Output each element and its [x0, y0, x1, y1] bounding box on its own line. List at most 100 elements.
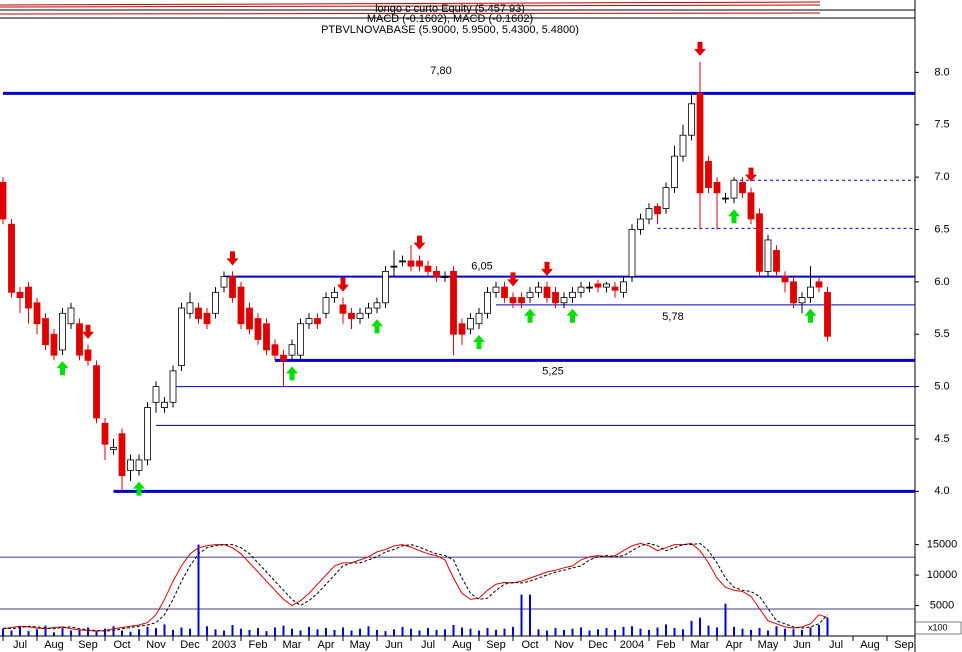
candle-body [781, 276, 789, 283]
x-tick-label: Aug [452, 639, 472, 651]
candle-body [297, 323, 304, 356]
candle-body [348, 312, 355, 319]
candle-body [492, 286, 500, 293]
x-tick-label: Apr [725, 639, 742, 651]
y-tick-label: 5.5 [934, 328, 949, 340]
candle-body [824, 291, 831, 337]
candle-body [688, 103, 695, 136]
candle-body [169, 370, 177, 403]
candle-body [135, 459, 143, 471]
candle-body [59, 312, 66, 351]
x-tick-label: Jul [421, 639, 435, 651]
x-tick-label: 2004 [620, 639, 644, 651]
axis-note: x100 [928, 622, 948, 632]
candle-body [42, 318, 49, 346]
candle-body [356, 312, 364, 319]
candle-body [399, 260, 406, 263]
x-tick-label: Mar [283, 639, 302, 651]
x-tick-label: Nov [554, 639, 574, 651]
sell-arrow [507, 272, 519, 287]
candle-body [0, 181, 7, 220]
x-tick-label: May [350, 639, 371, 651]
x-tick-label: 2003 [212, 639, 236, 651]
x-tick-label: Feb [657, 639, 676, 651]
candle-body [424, 265, 432, 272]
sell-arrow [337, 277, 349, 292]
candle-body [288, 344, 296, 356]
candle-body [484, 291, 491, 314]
candle-body [25, 286, 32, 309]
candle-body [764, 239, 772, 272]
x-tick-label: Sep [894, 639, 914, 651]
candle-body [76, 323, 83, 356]
y2-tick-label: 15000 [927, 539, 958, 551]
candle-body [526, 291, 534, 298]
x-tick-label: Jun [385, 639, 403, 651]
candle-body [93, 365, 100, 419]
buy-arrow [133, 481, 145, 496]
candle-body [807, 286, 814, 298]
candle-body [552, 291, 559, 304]
x-tick-label: Sep [78, 639, 98, 651]
x-tick-label: Oct [113, 639, 130, 651]
candle-body [229, 276, 236, 298]
candle-body [280, 354, 287, 361]
x-tick-label: Feb [249, 639, 268, 651]
candle-body [569, 291, 576, 298]
candle-body [577, 286, 585, 293]
candle-body [110, 446, 117, 450]
candle-body [509, 297, 517, 304]
axis-note-box [914, 621, 962, 635]
candle-body [127, 459, 134, 471]
level-label: 5,78 [662, 311, 683, 323]
buy-arrow [728, 209, 740, 224]
y-tick-label: 8.0 [934, 66, 949, 78]
buy-arrow [286, 366, 298, 381]
x-tick-label: Aug [860, 639, 880, 651]
candle-body [756, 213, 763, 272]
buy-arrow [371, 319, 383, 334]
x-tick-label: Aug [44, 639, 64, 651]
candle-body [50, 333, 58, 356]
candle-body [628, 229, 636, 278]
candle-body [790, 281, 797, 304]
candle-body [467, 318, 474, 330]
candle-body [594, 283, 602, 288]
y-tick-label: 5.0 [934, 381, 949, 393]
x-tick-label: Sep [486, 639, 506, 651]
x-tick-label: Oct [521, 639, 538, 651]
candle-body [314, 318, 321, 325]
candle-body [16, 291, 24, 298]
level-label: 7,80 [430, 65, 451, 77]
candle-body [662, 187, 670, 209]
level-label: 5,25 [542, 365, 563, 377]
candle-body [815, 281, 823, 288]
level-label: 6,05 [471, 261, 492, 273]
x-tick-label: May [758, 639, 779, 651]
candle-body [195, 307, 202, 319]
candle-body [433, 270, 440, 278]
sell-arrow [694, 41, 706, 56]
candle-body [220, 276, 228, 288]
candle-body [458, 323, 466, 335]
candle-body [178, 307, 185, 367]
candle-body [611, 286, 619, 291]
candle-body [33, 302, 41, 325]
signal-line [2, 542, 828, 632]
candle-body [739, 181, 746, 194]
candle-body [365, 307, 372, 314]
candle-body [161, 401, 168, 408]
x-tick-label: Jun [793, 639, 811, 651]
x-tick-label: Mar [691, 639, 710, 651]
sell-arrow [745, 167, 757, 182]
candle-body [518, 297, 525, 304]
y-tick-label: 6.0 [934, 276, 949, 288]
candle-body [620, 281, 627, 293]
candle-body [713, 181, 721, 194]
y-tick-label: 4.5 [934, 433, 949, 445]
buy-arrow [804, 308, 817, 323]
candle-body [254, 318, 262, 340]
y2-tick-label: 5000 [930, 599, 954, 611]
